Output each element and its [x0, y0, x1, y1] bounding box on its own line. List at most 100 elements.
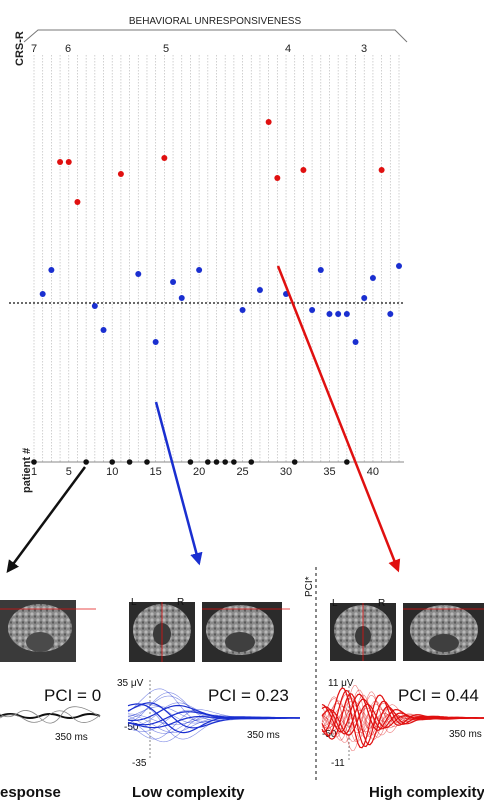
- x-tick-label: 30: [280, 466, 292, 478]
- amplitude-bottom-label: -35: [132, 758, 147, 769]
- data-point: [239, 307, 246, 313]
- amplitude-top-label: 35 μV: [117, 678, 144, 689]
- panel-caption: esponse: [0, 784, 61, 801]
- crs-tick-labels: 7 6 5 4 3: [31, 43, 367, 55]
- panel-caption: High complexity: [369, 784, 484, 801]
- crs-tick-label: 6: [65, 43, 71, 55]
- x-tick-labels: 1 5 10 15 20 25 30 35 40: [31, 466, 379, 478]
- pci-value: PCI = 0.44: [398, 686, 479, 705]
- patient-mark: [248, 459, 255, 465]
- x-axis-label: patient #: [21, 448, 33, 493]
- patient-mark: [187, 459, 194, 465]
- x-tick-label: 5: [66, 466, 72, 478]
- eeg-traces-red: [321, 685, 484, 752]
- brain-coronal-image: [330, 603, 396, 661]
- pci-value: PCI = 0.23: [208, 686, 289, 705]
- data-point: [170, 279, 177, 285]
- right-hemisphere-label: R: [378, 598, 385, 609]
- data-point: [309, 307, 316, 313]
- data-point: [265, 119, 272, 125]
- panel-no-response: PCI = 0 350 ms esponse: [0, 600, 101, 801]
- patient-mark: [126, 459, 133, 465]
- x-tick-label: 20: [193, 466, 205, 478]
- patient-mark: [231, 459, 237, 465]
- patient-mark: [344, 459, 350, 465]
- time-label: 350 ms: [247, 730, 280, 741]
- eeg-traces-blue: [127, 688, 301, 743]
- data-point: [117, 171, 124, 177]
- patient-mark: [31, 459, 37, 465]
- panel-low-complexity: L R PCI = 0.23 35 μV -50 -35 350 ms Low …: [117, 597, 301, 801]
- left-hemisphere-label: L: [131, 597, 137, 608]
- chart-header: BEHAVIORAL UNRESPONSIVENESS: [129, 16, 302, 27]
- patient-mark: [291, 459, 298, 465]
- data-point: [396, 263, 402, 269]
- data-point: [256, 287, 263, 293]
- patient-marks: [31, 459, 350, 465]
- data-point: [352, 339, 359, 345]
- x-tick-label: 25: [236, 466, 248, 478]
- patient-gridlines: [33, 55, 400, 462]
- data-point: [152, 339, 159, 345]
- pci-value: PCI = 0: [44, 686, 101, 705]
- x-tick-label: 15: [150, 466, 162, 478]
- arrow-red: [276, 265, 401, 573]
- brain-sagittal-image: [202, 602, 290, 662]
- arrow-blue: [154, 401, 203, 566]
- arrow-black: [6, 466, 87, 574]
- patient-mark: [213, 459, 220, 465]
- data-point: [196, 267, 203, 273]
- x-tick-label: 35: [323, 466, 335, 478]
- data-point: [161, 155, 168, 161]
- x-tick-label: 40: [367, 466, 379, 478]
- panel-caption: Low complexity: [132, 784, 245, 801]
- eeg-trace: [321, 709, 484, 733]
- crs-tick-label: 4: [285, 43, 291, 55]
- eeg-trace: [127, 709, 301, 732]
- time-label: 350 ms: [55, 732, 88, 743]
- header-bracket: [23, 29, 408, 43]
- data-point: [343, 311, 350, 317]
- x-tick-label: 10: [106, 466, 118, 478]
- brain-coronal-image: [129, 602, 195, 662]
- data-point: [300, 167, 307, 173]
- data-points: [39, 119, 402, 345]
- patient-mark: [222, 459, 228, 465]
- data-point: [57, 159, 64, 165]
- pci-axis-label: PCI*: [304, 576, 315, 597]
- amplitude-bottom-label: -11: [331, 758, 345, 769]
- data-point: [369, 275, 376, 281]
- data-point: [91, 303, 98, 309]
- patient-mark: [144, 459, 150, 465]
- data-point: [48, 267, 55, 273]
- amplitude-left-label: -50: [124, 722, 139, 733]
- eeg-trace: [127, 706, 300, 722]
- data-point: [335, 311, 342, 317]
- brain-sagittal-image: [403, 603, 484, 661]
- patient-mark: [109, 459, 116, 465]
- data-point: [100, 327, 107, 333]
- data-point: [39, 291, 46, 297]
- data-point: [74, 199, 81, 205]
- data-point: [326, 311, 333, 317]
- patient-mark: [205, 459, 211, 465]
- crs-tick-label: 5: [163, 43, 169, 55]
- data-point: [65, 159, 72, 165]
- panel-high-complexity: PCI* L R PCI = 0.44 11 μV -50 -11 350 ms…: [304, 567, 484, 801]
- data-point: [378, 167, 385, 173]
- right-hemisphere-label: R: [177, 597, 184, 608]
- data-point: [387, 311, 394, 317]
- data-point: [361, 295, 368, 301]
- amplitude-top-label: 11 μV: [328, 678, 354, 689]
- time-label: 350 ms: [449, 729, 482, 740]
- brain-sagittal-image: [0, 600, 96, 662]
- eeg-trace-flat: [0, 706, 101, 724]
- y-axis-label: CRS-R: [14, 31, 26, 66]
- data-point: [274, 175, 281, 181]
- data-point: [317, 267, 324, 273]
- patient-mark: [83, 459, 89, 465]
- left-hemisphere-label: L: [332, 598, 338, 609]
- crs-tick-label: 3: [361, 43, 367, 55]
- crs-tick-label: 7: [31, 43, 37, 55]
